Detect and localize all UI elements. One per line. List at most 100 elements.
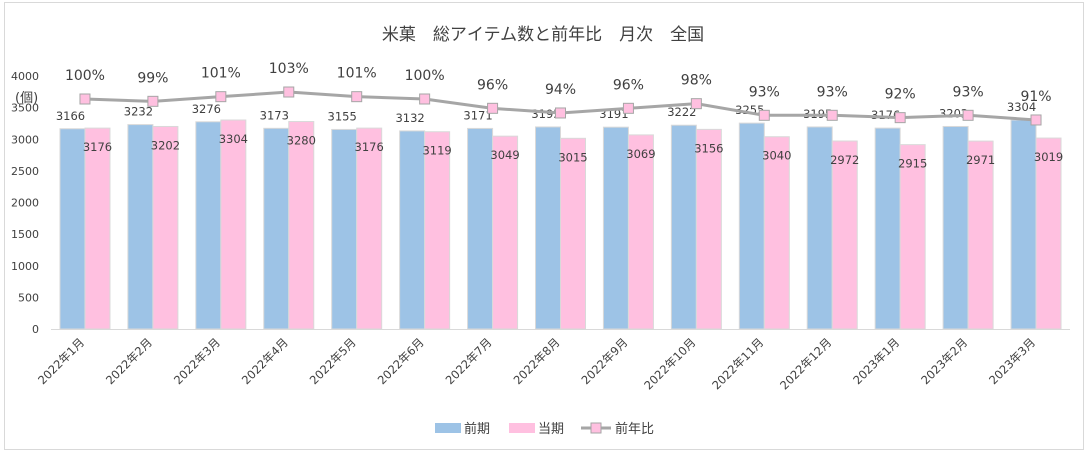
bar-touki	[560, 137, 586, 330]
bar-zenki	[874, 127, 901, 330]
bar-zenki	[670, 124, 697, 330]
data-label-yoy: 100%	[65, 68, 105, 84]
data-label-yoy: 93%	[749, 84, 780, 100]
data-label-zenki: 3166	[56, 109, 85, 123]
bar-zenki	[127, 124, 154, 330]
y-tick-label: 500	[18, 291, 39, 304]
x-tick-label: 2022年5月	[307, 335, 359, 387]
marker-yoy	[215, 91, 227, 103]
data-label-yoy: 99%	[137, 70, 168, 86]
legend-label-yoy: 前年比	[615, 421, 654, 437]
data-label-touki: 2971	[966, 153, 995, 167]
bar-touki	[627, 134, 654, 330]
data-label-zenki: 3276	[192, 102, 221, 116]
y-tick-label: 3500	[11, 102, 39, 115]
bar-touki	[1035, 137, 1062, 330]
bar-zenki	[806, 126, 833, 330]
x-tick-label: 2022年8月	[511, 335, 563, 387]
marker-yoy	[79, 93, 91, 105]
data-label-yoy: 98%	[681, 73, 712, 89]
x-tick-label: 2022年6月	[375, 335, 427, 387]
data-label-yoy: 91%	[1020, 89, 1051, 105]
chart-title: 米菓 総アイテム数と前年比 月次 全国	[382, 25, 704, 45]
data-label-touki: 3019	[1034, 150, 1063, 164]
x-tick-label: 2022年2月	[103, 335, 155, 387]
bar-touki	[288, 121, 315, 330]
x-tick-label: 2022年12月	[777, 335, 834, 392]
bar-touki	[84, 127, 111, 330]
data-label-touki: 3040	[762, 149, 791, 163]
marker-yoy	[622, 102, 634, 114]
x-tick-label: 2023年1月	[850, 335, 902, 387]
bar-touki	[899, 144, 926, 330]
bar-touki	[695, 128, 722, 330]
marker-yoy	[962, 109, 974, 121]
marker-yoy	[283, 86, 295, 98]
bar-touki	[967, 140, 994, 330]
data-label-touki: 3119	[422, 144, 451, 158]
data-label-touki: 3015	[558, 150, 587, 164]
data-label-zenki: 3132	[395, 111, 424, 125]
marker-yoy	[555, 107, 566, 119]
bar-zenki	[942, 125, 969, 330]
x-tick-label: 2023年3月	[986, 335, 1038, 387]
x-tick-label: 2022年4月	[239, 335, 291, 387]
y-tick-label: 4000	[11, 70, 39, 83]
bar-zenki	[535, 126, 561, 330]
bar-zenki	[602, 126, 629, 330]
data-label-yoy: 96%	[477, 77, 508, 93]
data-label-yoy: 101%	[337, 66, 377, 82]
legend-label-zenki: 前期	[464, 421, 490, 437]
data-label-touki: 3176	[83, 140, 112, 154]
x-tick-label: 2022年3月	[171, 335, 223, 387]
marker-yoy	[690, 98, 702, 110]
data-label-yoy: 92%	[885, 87, 916, 103]
bar-touki	[763, 136, 790, 330]
bar-touki	[356, 127, 383, 330]
y-tick-label: 0	[32, 323, 39, 336]
marker-yoy	[147, 95, 159, 107]
bar-zenki	[467, 127, 494, 330]
x-tick-label: 2023年2月	[918, 335, 970, 387]
bar-zenki	[263, 127, 290, 330]
bar-zenki	[195, 121, 222, 330]
x-tick-label: 2022年9月	[579, 335, 631, 387]
y-tick-label: 2500	[11, 165, 39, 178]
data-label-touki: 3156	[694, 141, 723, 155]
x-tick-label: 2022年1月	[35, 335, 87, 387]
data-label-zenki: 3232	[124, 105, 153, 119]
data-label-yoy: 100%	[405, 68, 445, 84]
x-tick-label: 2022年7月	[443, 335, 495, 387]
legend-swatch-touki	[509, 423, 535, 433]
bar-zenki	[1010, 119, 1037, 330]
y-tick-label: 2000	[11, 197, 39, 210]
data-label-touki: 3280	[287, 134, 316, 148]
bar-touki	[831, 140, 858, 330]
data-label-touki: 3176	[355, 140, 384, 154]
chart: 米菓 総アイテム数と前年比 月次 全国 (個) 0 500 1000 1500 2000…	[11, 25, 1070, 437]
data-label-zenki: 3171	[463, 108, 492, 122]
data-label-touki: 3304	[219, 132, 248, 146]
data-label-zenki: 3222	[667, 105, 696, 119]
marker-yoy	[826, 109, 838, 121]
marker-yoy	[758, 109, 770, 121]
data-label-yoy: 94%	[545, 82, 576, 98]
bar-zenki	[399, 130, 426, 330]
marker-yoy	[351, 91, 363, 103]
x-tick-label: 2022年10月	[641, 335, 698, 392]
y-axis-label: (個)	[15, 91, 38, 106]
bar-touki	[492, 135, 519, 330]
data-label-zenki: 3173	[260, 108, 289, 122]
marker-yoy	[487, 102, 499, 114]
y-tick-label: 1500	[11, 228, 39, 241]
data-label-yoy: 93%	[817, 84, 848, 100]
data-label-yoy: 96%	[613, 77, 644, 93]
legend-marker-yoy	[590, 422, 602, 434]
data-label-zenki: 3304	[1007, 100, 1036, 114]
data-label-touki: 3069	[626, 147, 655, 161]
bar-touki	[220, 119, 247, 330]
data-label-touki: 3202	[151, 138, 180, 152]
marker-yoy	[1030, 114, 1042, 126]
x-tick-label: 2022年11月	[709, 335, 766, 392]
bar-zenki	[59, 128, 86, 330]
